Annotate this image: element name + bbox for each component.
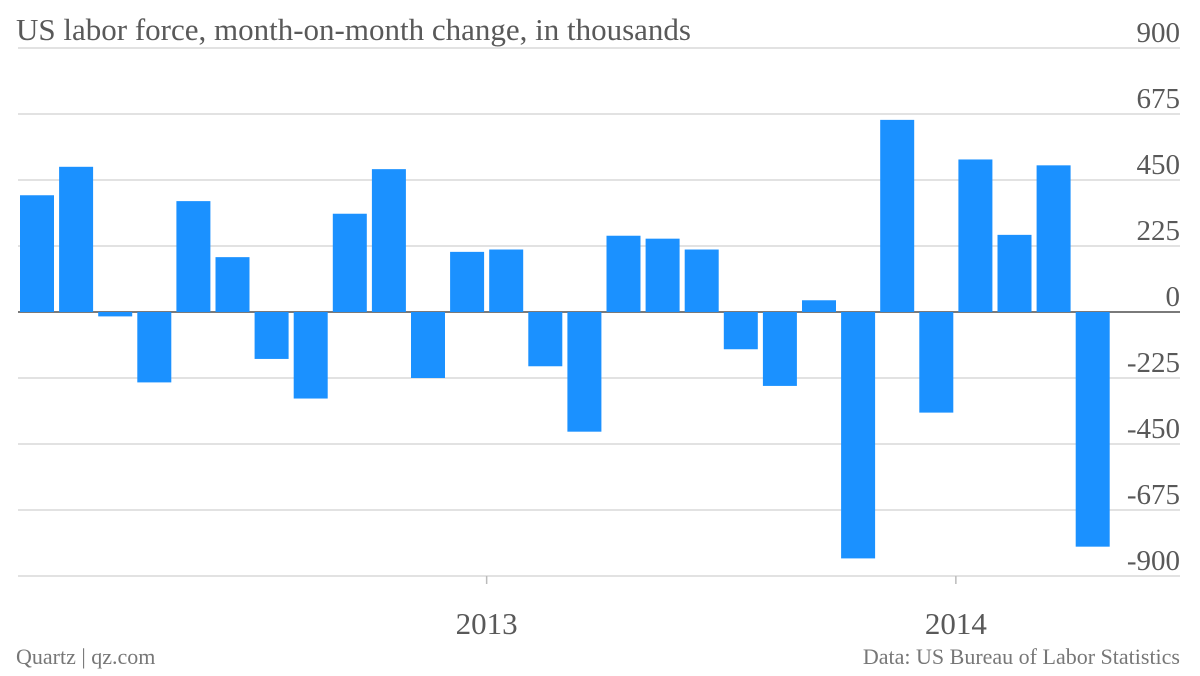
data-source: Data: US Bureau of Labor Statistics: [862, 644, 1180, 669]
y-tick-label: 0: [1166, 281, 1181, 313]
bar: [371, 169, 406, 312]
bar: [1036, 165, 1071, 312]
bar: [254, 312, 289, 359]
y-tick-label: -450: [1127, 413, 1180, 445]
bar: [762, 312, 797, 386]
bar: [59, 166, 94, 312]
bar: [528, 312, 563, 367]
bar: [802, 300, 836, 312]
bar: [606, 235, 641, 312]
y-tick-label: -675: [1127, 479, 1180, 511]
bar: [684, 249, 719, 312]
y-tick-label: 675: [1137, 83, 1181, 115]
bar: [450, 251, 485, 312]
bar: [215, 257, 250, 312]
bar: [841, 312, 876, 559]
bar: [20, 195, 54, 312]
source-credit: Quartz | qz.com: [16, 644, 156, 669]
y-tick-label: 450: [1137, 149, 1181, 181]
y-tick-label: -900: [1127, 545, 1180, 577]
bar: [880, 119, 915, 312]
bar: [958, 159, 993, 312]
y-tick-label: 900: [1137, 17, 1181, 49]
y-axis-ticks: 900 675 450 225 0 -225 -450 -675 -900: [1127, 17, 1180, 577]
x-tick-label: 2014: [925, 606, 988, 641]
bar: [137, 312, 172, 383]
bar: [1075, 312, 1110, 547]
bar: [489, 249, 524, 312]
bar: [723, 312, 758, 350]
y-tick-label: 225: [1137, 215, 1181, 247]
bar: [997, 234, 1032, 312]
bar: [98, 312, 133, 317]
y-tick-label: -225: [1127, 347, 1180, 379]
bar: [919, 312, 954, 413]
bar: [411, 312, 445, 378]
bar: [645, 238, 680, 312]
x-axis-ticks: 2013 2014: [456, 576, 988, 641]
bar: [176, 201, 211, 312]
bar: [332, 213, 367, 312]
chart-title: US labor force, month-on-month change, i…: [16, 12, 691, 47]
bar: [567, 312, 602, 432]
x-tick-label: 2013: [456, 606, 518, 641]
bar: [293, 312, 328, 399]
bars: [20, 119, 1110, 559]
